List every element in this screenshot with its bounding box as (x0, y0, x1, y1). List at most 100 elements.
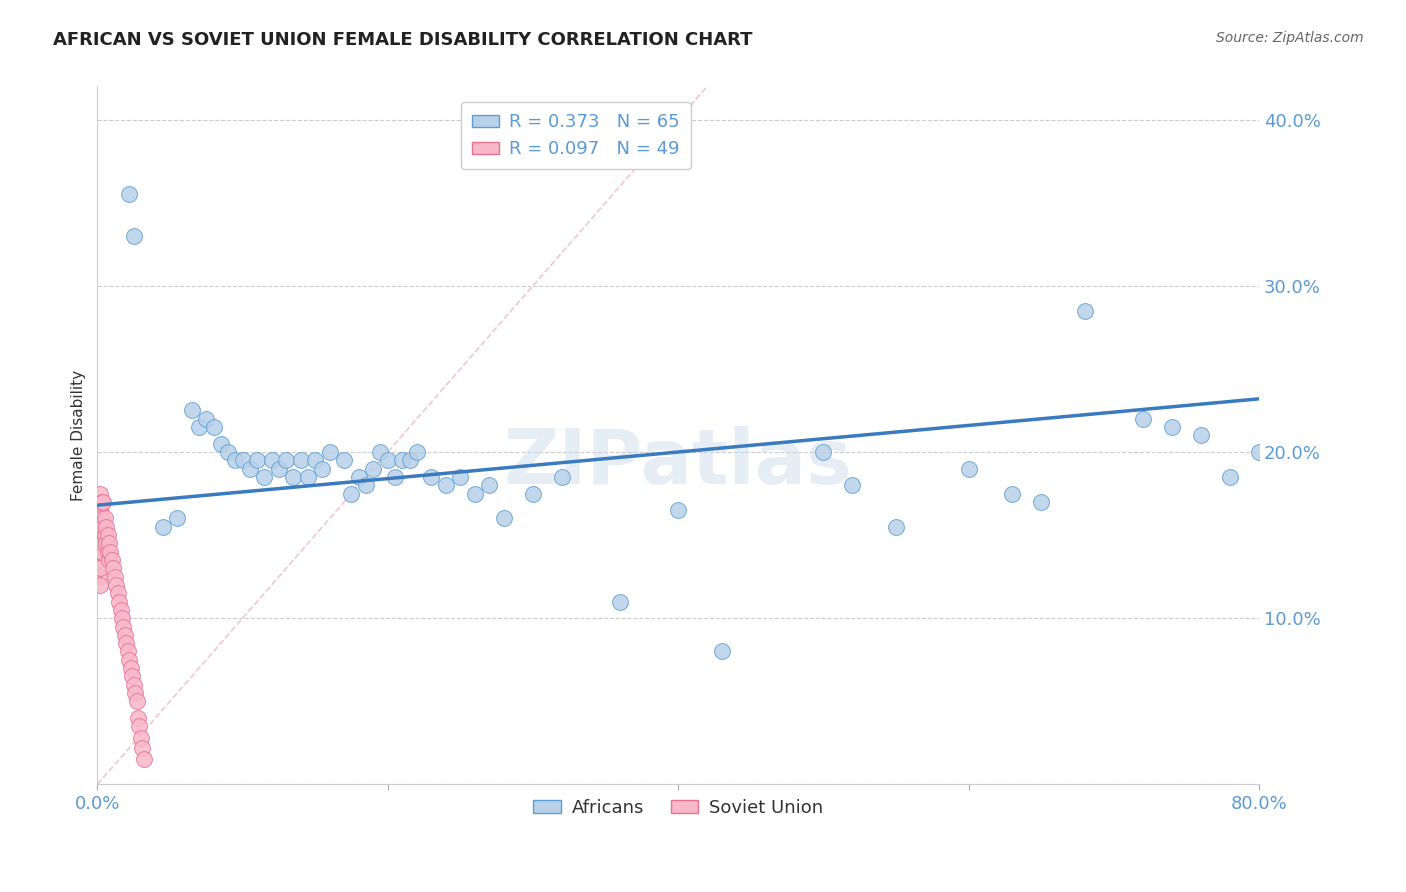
Point (318, 445, 340, 459)
Point (666, 503, 689, 517)
Point (347, 470, 370, 484)
Point (239, 461, 262, 475)
Point (884, 520, 907, 534)
Point (217, 445, 239, 459)
Point (361, 461, 384, 475)
Point (112, 619, 135, 633)
Point (87, 569, 110, 583)
Point (93, 511, 115, 525)
Point (370, 445, 392, 459)
Point (89, 578, 111, 592)
Point (1306, 495, 1329, 509)
Point (267, 461, 290, 475)
Point (91, 495, 114, 509)
Point (391, 453, 413, 467)
Point (91, 520, 114, 534)
Point (957, 461, 980, 475)
Legend: Africans, Soviet Union: Africans, Soviet Union (526, 792, 830, 824)
Point (260, 453, 283, 467)
Point (377, 453, 399, 467)
Point (89, 486, 111, 500)
Point (1334, 420, 1357, 434)
Point (1001, 486, 1024, 500)
Point (107, 586, 129, 600)
Point (111, 611, 134, 625)
Point (90, 495, 112, 509)
Point (1073, 303, 1095, 318)
Point (398, 453, 420, 467)
Point (127, 711, 149, 725)
Point (188, 420, 211, 434)
Point (132, 752, 155, 766)
Point (105, 578, 128, 592)
Point (87, 553, 110, 567)
Text: AFRICAN VS SOVIET UNION FEMALE DISABILITY CORRELATION CHART: AFRICAN VS SOVIET UNION FEMALE DISABILIT… (53, 31, 754, 49)
Point (89, 561, 111, 575)
Point (91, 536, 114, 550)
Point (551, 470, 574, 484)
Point (449, 470, 471, 484)
Point (120, 661, 142, 675)
Point (1247, 445, 1270, 459)
Point (1031, 495, 1053, 509)
Text: Source: ZipAtlas.com: Source: ZipAtlas.com (1216, 31, 1364, 45)
Point (609, 594, 631, 608)
Point (100, 545, 122, 559)
Point (304, 453, 326, 467)
Point (87, 536, 110, 550)
Point (104, 569, 127, 583)
Point (122, 678, 145, 692)
Point (94, 520, 117, 534)
Point (209, 436, 232, 450)
Point (311, 461, 333, 475)
Point (340, 486, 363, 500)
Point (274, 453, 297, 467)
Point (89, 503, 111, 517)
Point (1393, 436, 1406, 450)
Point (114, 628, 136, 642)
Point (195, 411, 218, 425)
Point (94, 536, 117, 550)
Point (813, 445, 835, 459)
Point (90, 528, 112, 542)
Point (110, 603, 132, 617)
Point (125, 694, 148, 708)
Point (253, 470, 276, 484)
Point (420, 470, 443, 484)
Point (118, 187, 141, 202)
Point (87, 503, 110, 517)
Point (522, 486, 544, 500)
Point (98, 536, 121, 550)
Point (90, 545, 112, 559)
Point (1219, 470, 1241, 484)
Point (129, 731, 152, 745)
Point (128, 719, 150, 733)
Point (103, 561, 125, 575)
Point (384, 470, 406, 484)
Point (478, 478, 501, 492)
Point (710, 644, 733, 658)
Point (98, 553, 121, 567)
Point (434, 478, 457, 492)
Point (492, 511, 515, 525)
Point (354, 478, 377, 492)
Point (180, 403, 202, 417)
Point (1277, 378, 1299, 392)
Point (89, 545, 111, 559)
Point (96, 528, 118, 542)
Point (115, 636, 138, 650)
Point (224, 453, 246, 467)
Point (152, 520, 174, 534)
Point (108, 594, 131, 608)
Point (1189, 428, 1212, 442)
Y-axis label: Female Disability: Female Disability (72, 370, 86, 501)
Point (405, 445, 427, 459)
Point (841, 478, 863, 492)
Point (118, 653, 141, 667)
Point (283, 470, 305, 484)
Point (101, 553, 124, 567)
Point (122, 229, 145, 244)
Point (1160, 420, 1182, 434)
Point (166, 511, 188, 525)
Point (1364, 420, 1386, 434)
